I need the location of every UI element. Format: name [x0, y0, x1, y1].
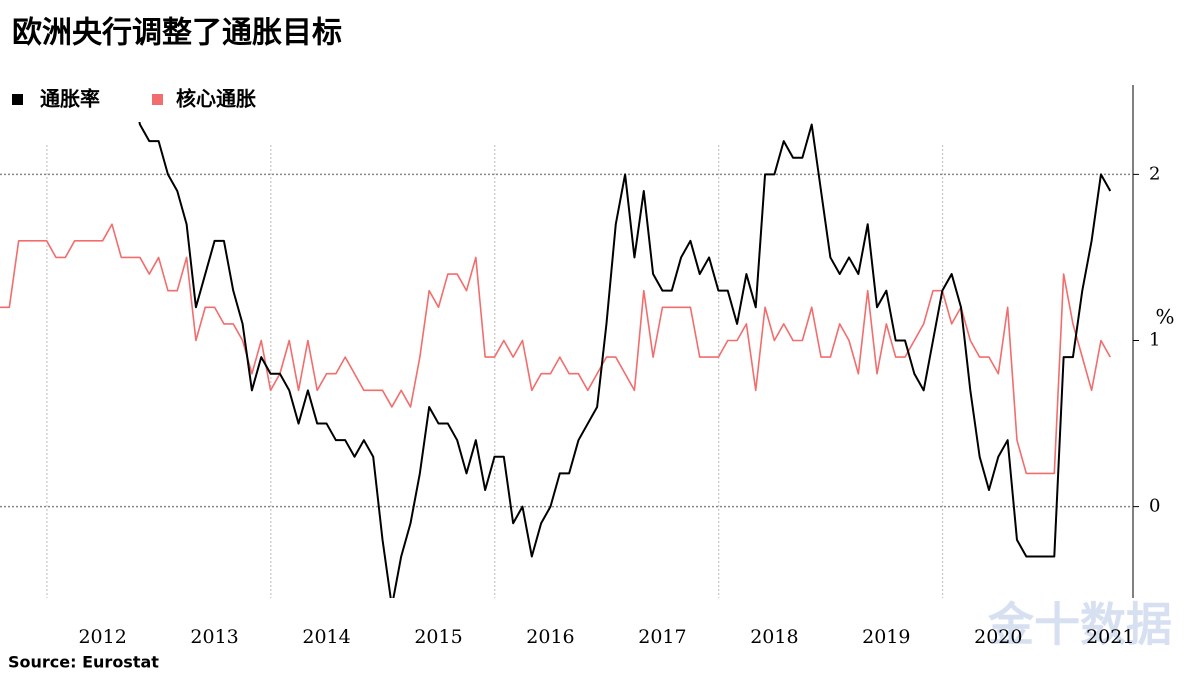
watermark: 金十数据 [987, 598, 1172, 652]
y-tick-label: 1 [1149, 330, 1160, 351]
x-tick-label: 2015 [414, 626, 462, 648]
y-axis-label: % [1155, 305, 1174, 329]
legend-swatch [152, 94, 163, 105]
legend-swatch [12, 94, 23, 105]
x-tick-label: 2021 [1086, 626, 1134, 648]
x-tick-label: 2020 [974, 626, 1022, 648]
series-line [0, 223, 1111, 475]
legend-background [0, 80, 290, 122]
x-tick-label: 2019 [862, 626, 910, 648]
source: Source: Eurostat [8, 653, 159, 672]
chart-title: 欧洲央行调整了通胀目标 [12, 16, 342, 51]
series-line [3, 83, 1112, 598]
x-tick-label: 2014 [302, 626, 350, 648]
x-tick-label: 2013 [190, 626, 238, 648]
legend-label: 通胀率 [40, 87, 100, 111]
x-tick-label: 2016 [526, 626, 574, 648]
y-tick-label: 0 [1149, 496, 1160, 517]
x-tick-label: 2012 [78, 626, 126, 648]
x-tick-label: 2017 [638, 626, 686, 648]
legend-label: 核心通胀 [176, 87, 256, 111]
x-tick-label: 2018 [750, 626, 798, 648]
y-tick-label: 2 [1149, 163, 1160, 184]
